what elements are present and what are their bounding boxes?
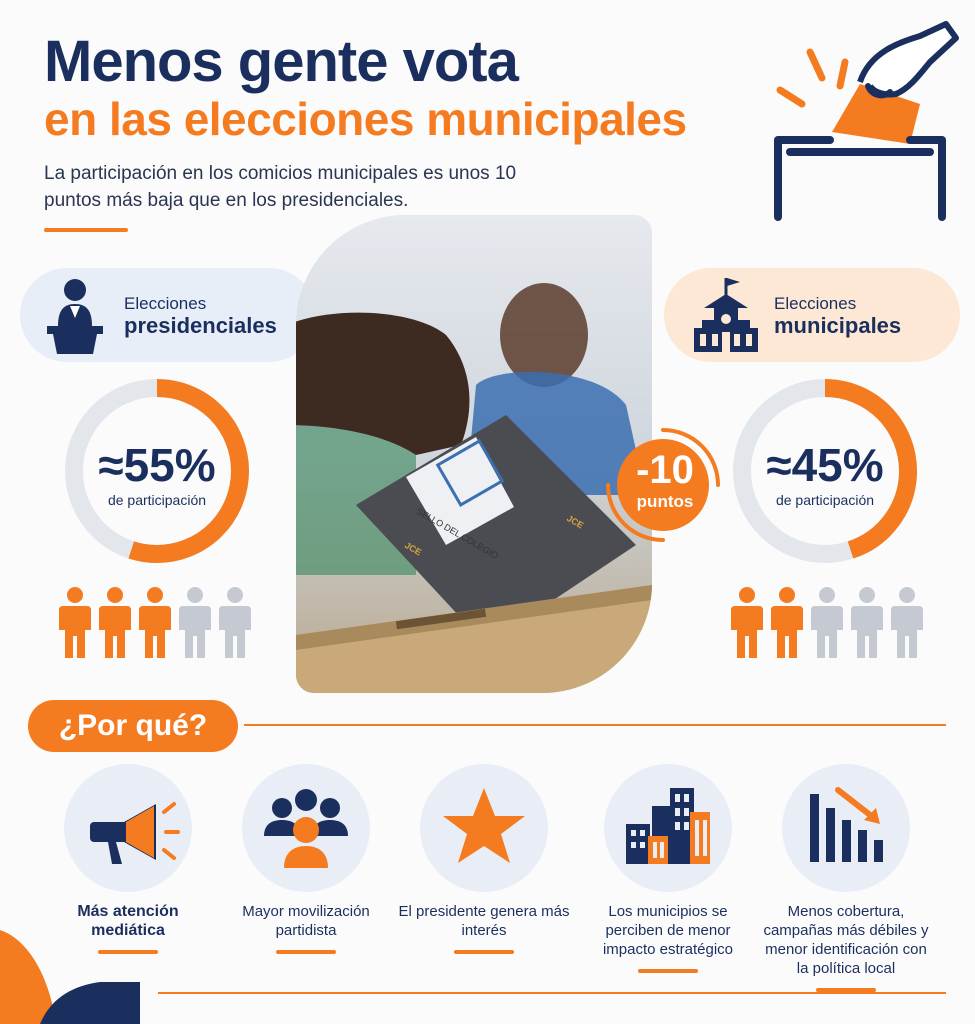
- reason-item-media: Más atención mediática: [40, 764, 216, 954]
- municipal-value-label: de participación: [775, 492, 875, 508]
- reason-underline: [454, 950, 514, 954]
- reason-item-municipalities: Los municipios se perciben de menor impa…: [580, 764, 756, 973]
- reason-item-president: El presidente genera más interés: [396, 764, 572, 954]
- voter-person-icon: [731, 587, 763, 658]
- reason-icon-circle: [64, 764, 192, 892]
- presidential-donut-arc: [65, 379, 249, 563]
- difference-label: puntos: [636, 492, 694, 511]
- why-heading: ¿Por qué?: [28, 700, 238, 752]
- municipal-label-bold: municipales: [774, 313, 902, 338]
- why-divider: [244, 724, 946, 726]
- voter-person-icon: [59, 587, 91, 658]
- difference-badge: [606, 428, 720, 542]
- reason-text: Más atención mediática: [77, 903, 179, 939]
- reason-text: El presidente genera más interés: [398, 903, 570, 939]
- voter-person-icon: [139, 587, 171, 658]
- difference-value: -10: [636, 448, 694, 492]
- nonvoter-person-icon: [811, 587, 843, 658]
- reason-icon-circle: [782, 764, 910, 892]
- town-hall-icon: [694, 278, 758, 352]
- reason-underline: [816, 988, 876, 992]
- municipal-donut-arc: [733, 379, 917, 563]
- reason-icon-circle: [420, 764, 548, 892]
- reason-item-mobilization: Mayor movilización partidista: [218, 764, 394, 954]
- reason-text: Los municipios se perciben de menor impa…: [602, 903, 734, 958]
- presidential-value-label: de participación: [107, 492, 207, 508]
- municipal-donut: ≈45% de participación: [730, 376, 920, 566]
- presidential-label-pill: Elecciones presidenciales: [20, 268, 316, 362]
- nonvoter-person-icon: [179, 587, 211, 658]
- reason-item-coverage: Menos cobertura, campañas más débiles y …: [758, 764, 934, 992]
- reason-underline: [638, 969, 698, 973]
- presidential-people-pictogram: [58, 586, 252, 660]
- subtitle-underline: [44, 228, 128, 232]
- presidential-label-top: Elecciones: [124, 294, 207, 313]
- title-line-2: en las elecciones municipales: [44, 93, 687, 145]
- voter-casting-ballot-image: SELLO DEL COLEGIO JCE JCE: [296, 215, 652, 693]
- municipal-people-pictogram: [730, 586, 924, 660]
- declining-bars-icon: [810, 787, 883, 862]
- presidential-donut: ≈55% de participación: [62, 376, 252, 566]
- podium-speaker-icon: [47, 279, 103, 354]
- municipal-label-pill: Elecciones municipales: [664, 268, 960, 362]
- nonvoter-person-icon: [851, 587, 883, 658]
- reason-underline: [98, 950, 158, 954]
- subtitle: La participación en los comicios municip…: [44, 163, 517, 211]
- megaphone-icon: [90, 802, 180, 864]
- ballot-box-icon: [774, 21, 959, 221]
- nonvoter-person-icon: [891, 587, 923, 658]
- buildings-icon: [626, 788, 710, 864]
- voter-person-icon: [771, 587, 803, 658]
- municipal-label-top: Elecciones: [774, 294, 857, 313]
- voting-photo: SELLO DEL COLEGIO JCE JCE: [296, 215, 652, 693]
- corner-decoration: [0, 930, 140, 1024]
- bottom-divider: [158, 992, 946, 994]
- presidential-value: ≈55%: [98, 439, 216, 491]
- reason-text: Mayor movilización partidista: [242, 903, 370, 939]
- nonvoter-person-icon: [219, 587, 251, 658]
- reason-icon-circle: [242, 764, 370, 892]
- reason-icon-circle: [604, 764, 732, 892]
- title-line-1: Menos gente vota: [44, 29, 519, 94]
- municipal-value: ≈45%: [766, 439, 884, 491]
- reason-underline: [276, 950, 336, 954]
- voter-person-icon: [99, 587, 131, 658]
- people-group-icon: [264, 789, 348, 868]
- star-icon: [443, 788, 525, 863]
- reason-text: Menos cobertura, campañas más débiles y …: [763, 903, 929, 977]
- presidential-label-bold: presidenciales: [124, 313, 277, 338]
